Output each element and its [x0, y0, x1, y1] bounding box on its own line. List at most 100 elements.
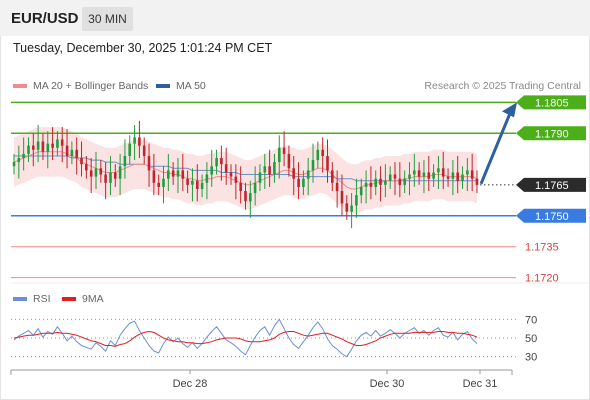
candle-body	[205, 174, 209, 183]
rsi-level-label-50: 50	[525, 333, 537, 345]
ma9-label: 9MA	[82, 293, 104, 305]
candle-body	[451, 172, 455, 179]
rsi-level-label-30: 30	[525, 352, 537, 364]
forecast-arrow-line	[479, 112, 512, 185]
candle-body	[181, 170, 185, 179]
candle-body	[369, 182, 373, 187]
candle-body	[167, 170, 170, 179]
candle-body	[12, 162, 16, 167]
candle-body	[302, 178, 305, 187]
candle-body	[413, 170, 416, 175]
candle-body	[398, 178, 402, 185]
candle-body	[253, 182, 257, 194]
candle-body	[316, 149, 320, 161]
candle-body	[224, 164, 228, 173]
candle-body	[359, 186, 363, 196]
level-tag-text-1-1750: 1.1750	[535, 211, 569, 223]
timeframe-button[interactable]: 30 MIN	[82, 7, 133, 31]
level-label-1-1735: 1.1735	[525, 242, 559, 254]
candle-body	[229, 172, 233, 177]
candle-body	[104, 174, 107, 183]
rsi-label: RSI	[33, 293, 51, 305]
candle-body	[70, 149, 74, 156]
candle-body	[258, 172, 262, 183]
candle-body	[311, 160, 315, 171]
candle-body	[403, 178, 406, 185]
candle-body	[123, 156, 127, 167]
candle-body	[157, 182, 160, 187]
candle-body	[85, 164, 88, 171]
candle-body	[466, 170, 469, 175]
candle-body	[220, 158, 223, 165]
symbol-label: EUR/USD	[11, 10, 79, 27]
candle-body	[215, 158, 218, 167]
ma9-swatch	[62, 297, 76, 301]
candle-body	[364, 182, 368, 187]
candle-body	[306, 170, 310, 179]
candle-body	[152, 170, 156, 183]
candle-body	[56, 139, 59, 148]
timestamp: Tuesday, December 30, 2025 1:01:24 PM CE…	[13, 41, 273, 55]
candle-body	[51, 143, 54, 148]
candle-body	[186, 178, 189, 185]
candle-body	[27, 145, 30, 154]
candle-body	[94, 168, 98, 177]
candle-body	[41, 141, 45, 152]
candle-body	[147, 156, 151, 171]
candle-body	[427, 172, 431, 179]
candle-body	[335, 182, 339, 192]
candle-body	[46, 143, 50, 152]
candle-body	[393, 174, 397, 179]
candle-body	[345, 203, 349, 212]
candle-body	[282, 147, 286, 154]
candle-body	[162, 178, 165, 187]
chart-header: EUR/USD 30 MIN	[0, 0, 590, 36]
candle-body	[32, 145, 35, 150]
candle-body	[374, 178, 377, 187]
candle-body	[239, 182, 242, 192]
level-tag-1-1750	[516, 208, 586, 223]
ma20-label: MA 20 + Bollinger Bands	[33, 80, 149, 92]
candle-body	[388, 174, 392, 181]
candle-body	[437, 168, 440, 173]
candle-body	[17, 158, 21, 163]
candle-body	[326, 156, 329, 171]
candle-body	[196, 180, 199, 189]
candle-body	[171, 170, 175, 177]
x-tick-label: Dec 28	[173, 378, 208, 390]
x-tick-label: Dec 30	[370, 378, 405, 390]
candle-body	[36, 141, 40, 150]
candle-body	[475, 178, 479, 185]
forecast-arrow-head	[502, 102, 517, 118]
candle-body	[470, 170, 474, 179]
candle-body	[128, 143, 131, 156]
rsi-ma9-line	[13, 330, 478, 347]
candle-body	[350, 205, 353, 212]
candle-body	[75, 149, 78, 159]
candle-body	[461, 174, 464, 181]
candle-body	[60, 139, 64, 146]
rsi-level-label-70: 70	[525, 314, 537, 326]
candle-body	[422, 172, 426, 177]
ma50-label: MA 50	[176, 80, 206, 92]
candle-body	[273, 162, 276, 175]
candle-body	[89, 170, 93, 177]
candle-body	[176, 170, 180, 177]
copyright-text: Research © 2025 Trading Central	[424, 80, 581, 92]
level-tag-1-1790	[516, 126, 586, 141]
candle-body	[355, 195, 358, 206]
candle-body	[456, 172, 459, 181]
candle-body	[292, 168, 295, 179]
candle-body	[441, 168, 445, 177]
candle-body	[22, 153, 25, 158]
candle-body	[65, 145, 69, 156]
level-tag-text-1-1790: 1.1790	[535, 128, 569, 140]
candle-body	[379, 178, 382, 185]
candle-body	[321, 149, 324, 156]
candle-body	[384, 180, 387, 185]
candle-body	[340, 191, 344, 204]
candle-body	[80, 158, 83, 165]
candle-body	[191, 180, 194, 185]
level-tag-1-1805	[516, 95, 586, 110]
